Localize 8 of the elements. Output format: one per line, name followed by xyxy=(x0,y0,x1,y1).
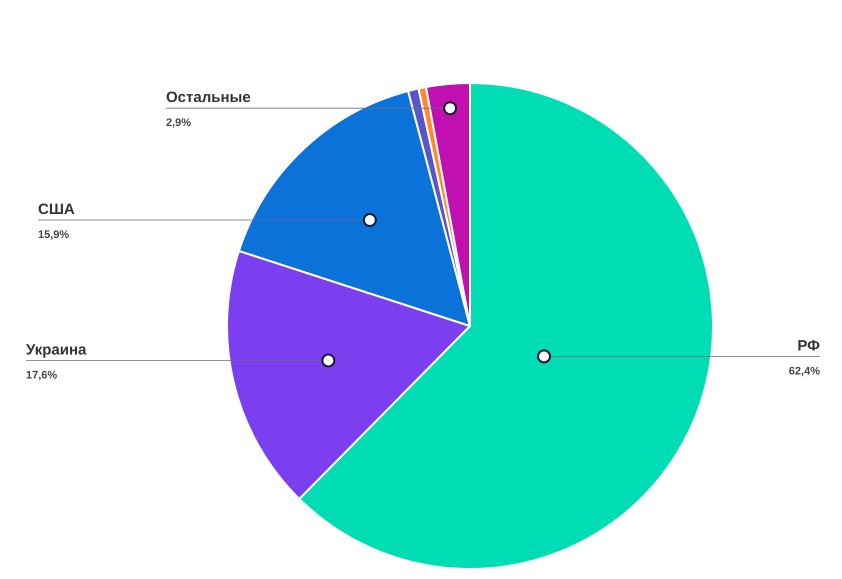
data-label: 2,9% xyxy=(166,117,192,130)
slice-label: Остальные xyxy=(166,89,251,106)
data-label: 17,6% xyxy=(26,369,58,382)
data-label: 15,9% xyxy=(38,229,70,242)
slice-label: США xyxy=(38,201,75,218)
slice-label: РФ xyxy=(797,337,820,354)
slice-label: Украина xyxy=(26,341,88,358)
data-label: 62,4% xyxy=(788,365,820,378)
